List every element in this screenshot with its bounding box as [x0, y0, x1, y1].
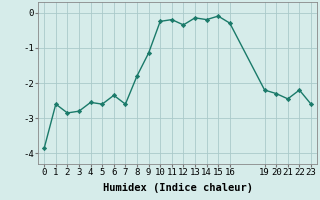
- X-axis label: Humidex (Indice chaleur): Humidex (Indice chaleur): [103, 183, 252, 193]
